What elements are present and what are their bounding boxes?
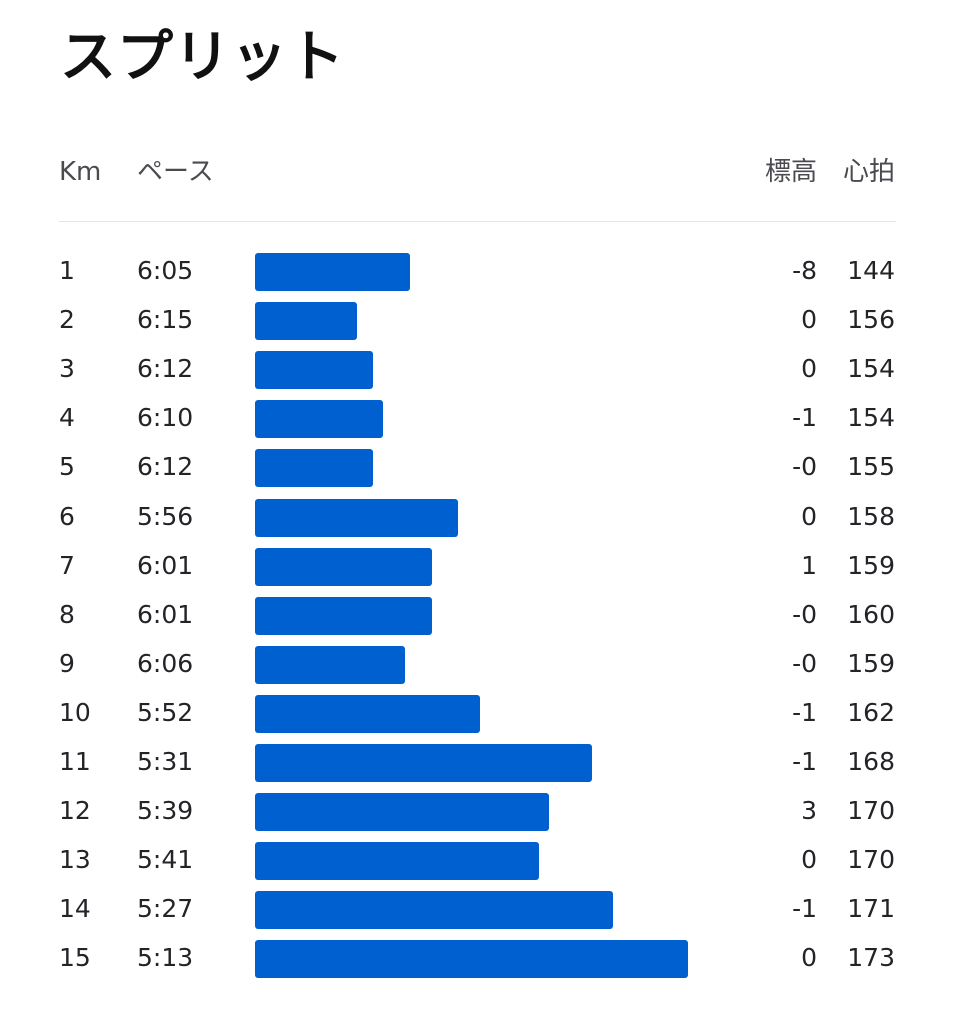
split-heart-rate: 156 [847, 305, 895, 335]
split-heart-rate: 173 [847, 943, 895, 973]
header-divider [59, 221, 896, 222]
split-elevation: -1 [792, 697, 817, 727]
split-km: 5 [59, 452, 75, 482]
split-pace: 5:56 [137, 501, 194, 531]
split-km: 1 [59, 256, 75, 285]
split-heart-rate: 155 [847, 452, 895, 482]
pace-bar [255, 744, 592, 782]
split-km: 15 [59, 943, 91, 973]
column-header-elevation: 標高 [764, 157, 817, 187]
split-pace: 6:01 [137, 599, 194, 629]
split-elevation: 0 [801, 354, 817, 384]
split-elevation: 0 [801, 943, 817, 973]
pace-bar [255, 940, 689, 979]
split-elevation: -0 [792, 599, 817, 629]
split-km: 10 [59, 697, 91, 727]
split-heart-rate: 159 [847, 550, 895, 580]
split-row: 5 6:12 -0 155 [0, 443, 956, 492]
split-pace: 6:12 [137, 452, 194, 482]
split-heart-rate: 171 [847, 894, 895, 924]
split-heart-rate: 154 [847, 354, 895, 384]
split-pace: 6:12 [137, 354, 194, 384]
split-heart-rate: 170 [847, 845, 895, 875]
split-heart-rate: 158 [847, 501, 895, 531]
split-pace: 5:39 [137, 796, 194, 826]
split-elevation: 3 [801, 796, 817, 826]
split-elevation: -0 [792, 648, 817, 678]
split-km: 6 [59, 501, 75, 531]
split-heart-rate: 144 [847, 256, 895, 285]
split-elevation: -8 [792, 256, 817, 285]
pace-bar [255, 253, 411, 291]
pace-bar [255, 645, 405, 684]
pace-bar [255, 694, 480, 733]
split-row: 1 6:05 -8 144 [0, 247, 956, 296]
split-km: 9 [59, 648, 75, 678]
split-row: 11 5:31 -1 168 [0, 738, 956, 787]
split-km: 3 [59, 354, 75, 384]
split-row: 3 6:12 0 154 [0, 345, 956, 394]
split-pace: 5:41 [137, 845, 194, 875]
split-row: 8 6:01 -0 160 [0, 591, 956, 640]
split-row: 13 5:41 0 170 [0, 836, 956, 885]
split-elevation: -0 [792, 452, 817, 482]
split-pace: 5:31 [137, 747, 194, 776]
split-km: 4 [59, 403, 75, 433]
split-km: 11 [59, 747, 91, 776]
split-km: 12 [59, 796, 91, 826]
pace-bar [255, 498, 459, 537]
split-km: 14 [59, 894, 91, 924]
pace-bar [255, 596, 432, 635]
split-row: 14 5:27 -1 171 [0, 885, 956, 934]
split-heart-rate: 160 [847, 599, 895, 629]
split-pace: 6:10 [137, 403, 194, 433]
page-title: スプリット [60, 25, 345, 90]
split-pace: 5:52 [137, 697, 194, 727]
split-row: 4 6:10 -1 154 [0, 394, 956, 443]
split-pace: 6:06 [137, 648, 194, 678]
split-elevation: -1 [792, 894, 817, 924]
split-elevation: -1 [792, 403, 817, 433]
split-elevation: 0 [801, 501, 817, 531]
split-heart-rate: 168 [847, 747, 895, 776]
split-km: 7 [59, 550, 75, 580]
column-header-heart-rate: 心拍 [842, 157, 895, 187]
column-header-km: Km [59, 157, 102, 187]
pace-bar [255, 302, 357, 341]
pace-bar [255, 400, 384, 439]
split-pace: 6:05 [137, 256, 194, 285]
split-heart-rate: 162 [847, 697, 895, 727]
pace-bar [255, 449, 373, 488]
split-elevation: -1 [792, 747, 817, 776]
split-elevation: 0 [801, 845, 817, 875]
split-pace: 6:15 [137, 305, 194, 335]
split-row: 7 6:01 1 159 [0, 542, 956, 591]
split-elevation: 0 [801, 305, 817, 335]
split-pace: 5:27 [137, 894, 194, 924]
split-pace: 5:13 [137, 943, 194, 973]
split-heart-rate: 170 [847, 796, 895, 826]
split-pace: 6:01 [137, 550, 194, 580]
pace-bar [255, 842, 539, 881]
split-row: 9 6:06 -0 159 [0, 640, 956, 689]
pace-bar [255, 891, 614, 930]
pace-bar [255, 547, 432, 586]
split-heart-rate: 154 [847, 403, 895, 433]
split-row: 6 5:56 0 158 [0, 493, 956, 542]
column-header-pace: ペース [137, 157, 214, 187]
split-row: 15 5:13 0 173 [0, 934, 956, 983]
split-row: 12 5:39 3 170 [0, 787, 956, 836]
split-row: 2 6:15 0 156 [0, 296, 956, 345]
split-km: 8 [59, 599, 75, 629]
pace-bar [255, 793, 550, 832]
split-elevation: 1 [801, 550, 817, 580]
split-km: 2 [59, 305, 75, 335]
split-km: 13 [59, 845, 91, 875]
split-heart-rate: 159 [847, 648, 895, 678]
splits-table-header: Km ペース 標高 心拍 [0, 150, 956, 194]
pace-bar [255, 351, 373, 390]
split-row: 10 5:52 -1 162 [0, 689, 956, 738]
